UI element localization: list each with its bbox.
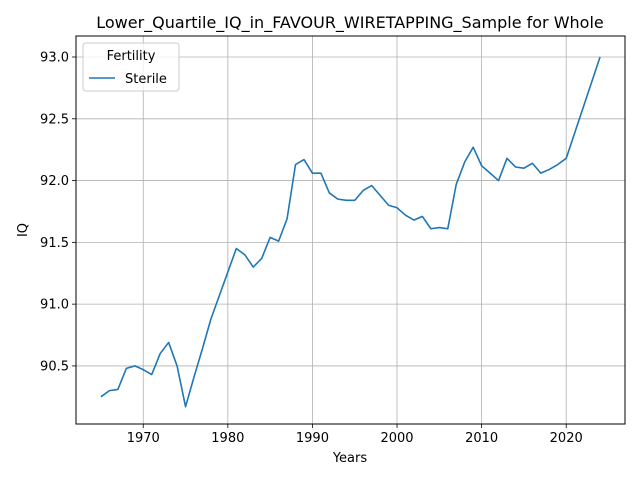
y-tick-label: 90.5 [40, 359, 69, 374]
legend-box [82, 42, 180, 92]
x-axis-label: Years [332, 451, 368, 466]
y-axis-label: IQ [16, 223, 31, 237]
x-tick-label: 2010 [465, 431, 498, 446]
grid-lines [76, 36, 625, 424]
y-tick-label: 91.0 [40, 298, 69, 313]
x-tick-label: 1980 [211, 431, 244, 446]
y-tick-label: 92.5 [40, 112, 69, 127]
series-line-sterile [100, 56, 601, 408]
legend: Fertility Sterile [82, 42, 180, 92]
x-tick-label: 2000 [380, 431, 413, 446]
x-tick-label: 1970 [127, 431, 160, 446]
legend-title: Fertility [107, 49, 156, 64]
x-tick-label: 2020 [550, 431, 583, 446]
legend-label-sterile: Sterile [125, 72, 167, 87]
x-tick-label: 1990 [296, 431, 329, 446]
y-tick-label: 92.0 [40, 174, 69, 189]
chart-title: Lower_Quartile_IQ_in_FAVOUR_WIRETAPPING_… [96, 13, 604, 33]
series-group [100, 56, 601, 408]
y-tick-label: 91.5 [40, 236, 69, 251]
plot-frame [75, 35, 626, 425]
y-tick-label: 93.0 [40, 51, 69, 66]
axis-ticks: 1970 1980 1990 2000 2010 2020 90.5 91.0 91.5 92.0… [40, 51, 583, 446]
